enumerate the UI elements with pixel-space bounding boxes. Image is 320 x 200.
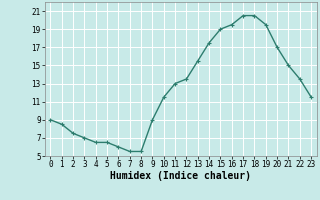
X-axis label: Humidex (Indice chaleur): Humidex (Indice chaleur)	[110, 171, 251, 181]
